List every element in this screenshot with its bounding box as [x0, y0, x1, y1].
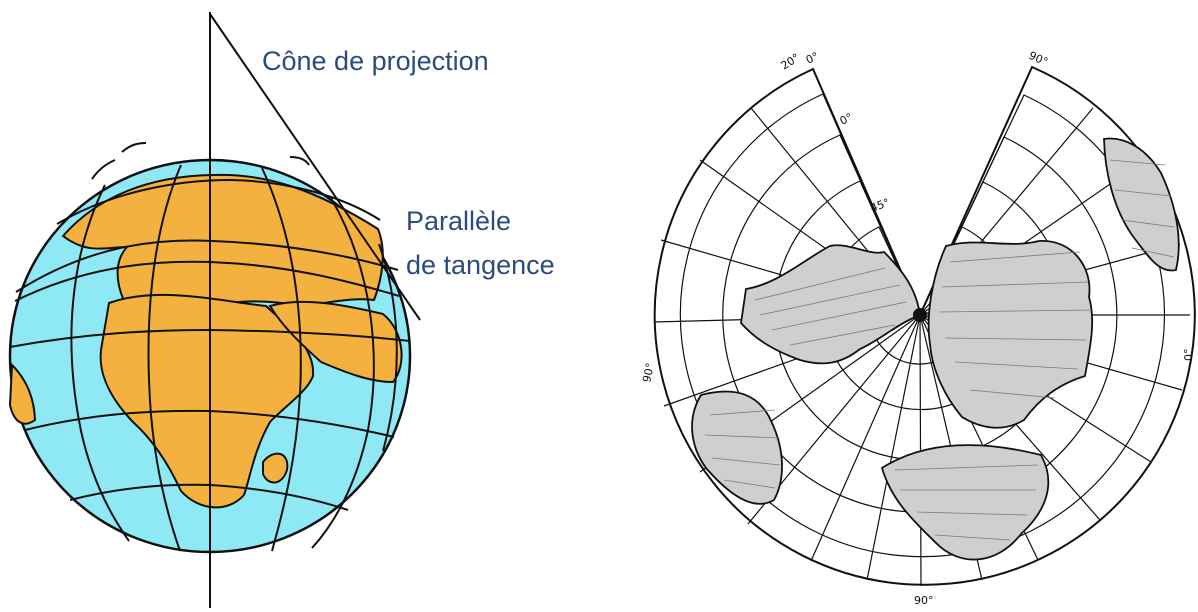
globe-top-marks — [91, 142, 310, 180]
projection-label-right: 0° — [1182, 349, 1195, 362]
europe-landmass — [61, 173, 384, 308]
americas-landmass — [8, 362, 37, 425]
cone-projection-line — [209, 13, 421, 321]
africa-landmass — [99, 293, 315, 509]
projection-label-top-right: 0° — [804, 50, 821, 67]
projection-label-inner-0: 0° — [838, 111, 855, 128]
projection-land-texture — [704, 159, 1175, 541]
globe-meridians — [70, 164, 398, 552]
projection-asia-europe-landmass — [927, 240, 1094, 429]
projection-landmasses — [691, 137, 1180, 561]
madagascar-landmass — [262, 452, 289, 484]
tangency-parallel-label-line-2: de tangence — [406, 250, 555, 280]
projection-center-pole — [913, 308, 927, 322]
globe-illustration: Cône de projection Parallèle de tangence — [8, 12, 555, 608]
conic-projection-map: 20° 0° 90° 90° 0° 45° 90° 0° — [640, 49, 1196, 607]
projection-south-america-landmass — [691, 390, 783, 505]
projection-label-left: 90° — [640, 362, 657, 384]
projection-pacific-landmass — [1103, 137, 1180, 272]
tangency-parallel-label-line-1: Parallèle — [406, 206, 511, 236]
projection-label-top-left: 20° — [779, 51, 802, 73]
projection-africa-landmass — [880, 444, 1050, 561]
projection-label-inner-45: 45° — [869, 196, 892, 215]
cone-projection-label: Cône de projection — [262, 46, 489, 76]
projection-label-bottom: 90° — [914, 594, 934, 607]
projection-label-top-right-far: 90° — [1027, 49, 1050, 69]
